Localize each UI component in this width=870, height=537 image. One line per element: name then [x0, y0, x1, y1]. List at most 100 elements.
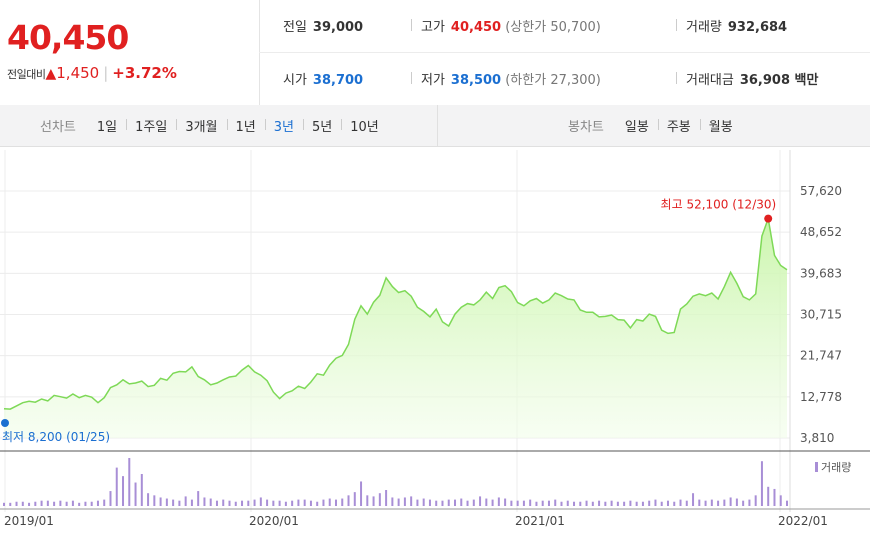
volume-bar	[291, 500, 294, 506]
volume-bar	[297, 499, 300, 506]
volume-bar	[153, 495, 156, 506]
low-label: 최저 8,200 (01/25)	[2, 430, 110, 444]
volume-bar	[197, 491, 200, 506]
day-high: 고가 40,450 (상한가 50,700)	[421, 16, 601, 35]
volume-bar	[717, 500, 720, 506]
chart-markers: 최고 52,100 (12/30) 최저 8,200 (01/25)	[1, 198, 776, 444]
amount-label: 거래대금	[686, 73, 734, 88]
volume-bar	[491, 499, 494, 506]
volume-bar	[666, 500, 669, 506]
volume-bar	[748, 499, 751, 506]
volume-bar	[504, 498, 507, 506]
tab-3y[interactable]: 3년	[264, 116, 303, 135]
tab-1w[interactable]: 1주일	[126, 116, 176, 135]
volume-bar	[140, 474, 143, 506]
y-tick-label: 30,715	[800, 308, 842, 322]
volume-bar	[422, 498, 425, 506]
volume-bar	[15, 501, 18, 506]
change-row: 전일대비▲1,450 | +3.72%	[7, 64, 177, 82]
volume-bar	[710, 499, 713, 506]
x-tick-label: 2021/01	[515, 514, 565, 528]
volume-bar	[53, 501, 56, 506]
volume-bar	[366, 495, 369, 506]
high-marker	[764, 214, 773, 223]
up-triangle-icon: ▲	[45, 66, 57, 82]
tab-1d[interactable]: 1일	[96, 120, 118, 135]
divider: |	[103, 64, 109, 82]
divider	[676, 72, 677, 84]
volume-bar	[610, 500, 613, 506]
volume-bar	[165, 498, 168, 506]
low-value: 38,500	[450, 73, 502, 88]
volume-bar	[673, 501, 676, 506]
volume-bar	[341, 498, 344, 506]
volume-bar	[84, 501, 87, 506]
volume-bar	[309, 500, 312, 506]
line-chart-tabs: 선차트 1일 1주일 3개월 1년 3년 5년 10년	[40, 105, 388, 146]
volume-bar	[222, 499, 225, 506]
y-tick-label: 12,778	[800, 390, 842, 404]
quote-header: 40,450 전일대비▲1,450 | +3.72% 전일 39,000 고가 40,4…	[0, 0, 870, 106]
x-tick-label: 2019/01	[4, 514, 54, 528]
tab-5y[interactable]: 5년	[303, 116, 341, 135]
volume-bar	[253, 499, 256, 506]
volume-bar	[641, 501, 644, 506]
chart-axes: 57,620 48,652 39,683 30,715 21,747 12,778 3,81…	[4, 184, 842, 528]
low-label: 저가	[421, 73, 445, 88]
volume-bar	[566, 500, 569, 506]
volume-bars: 거래량	[3, 458, 851, 506]
volume-bar	[547, 500, 550, 506]
candle-chart-title: 봉차트	[568, 120, 604, 135]
volume-bar	[322, 499, 325, 506]
volume-bar	[554, 499, 557, 506]
volume-bar	[78, 502, 81, 506]
y-tick-label: 48,652	[800, 225, 842, 239]
tab-3m[interactable]: 3개월	[176, 116, 226, 135]
volume-bar	[272, 500, 275, 506]
volume-bar	[266, 499, 269, 506]
tab-monthly[interactable]: 월봉	[699, 116, 742, 135]
open-label: 시가	[283, 73, 307, 88]
tab-weekly[interactable]: 주봉	[657, 116, 700, 135]
volume-bar	[591, 501, 594, 506]
volume-legend-label: 거래량	[821, 461, 851, 474]
price-area	[3, 215, 788, 438]
volume-bar	[122, 476, 125, 506]
volume-bar	[234, 501, 237, 506]
tab-daily[interactable]: 일봉	[624, 120, 649, 135]
volume-bar	[159, 497, 162, 506]
volume-bar	[3, 502, 5, 506]
volume-bar	[128, 458, 131, 506]
volume-legend-swatch	[815, 462, 818, 472]
prev-close-value: 39,000	[312, 20, 364, 35]
volume-bar	[303, 499, 306, 506]
volume-bar	[385, 490, 388, 506]
volume-bar	[347, 495, 350, 506]
volume-bar	[247, 500, 250, 506]
volume-bar	[535, 501, 538, 506]
volume-bar	[90, 501, 93, 506]
tab-10y[interactable]: 10년	[341, 116, 388, 135]
prev-close: 전일 39,000	[283, 16, 363, 35]
change-value: 1,450	[56, 64, 100, 82]
volume-bar	[96, 500, 99, 506]
y-tick-label: 39,683	[800, 266, 842, 280]
high-label: 고가	[421, 20, 445, 35]
volume-bar	[46, 500, 49, 506]
volume-bar	[723, 499, 726, 506]
volume-bar	[184, 496, 187, 506]
volume-bar	[685, 500, 688, 506]
volume-bar	[65, 501, 68, 506]
volume-bar	[522, 500, 525, 506]
tab-1y[interactable]: 1년	[226, 116, 265, 135]
volume-bar	[742, 500, 745, 506]
volume-bar	[786, 500, 788, 506]
volume-bar	[372, 496, 375, 506]
volume-bar	[34, 501, 37, 506]
volume-bar	[485, 498, 488, 506]
volume-bar	[510, 500, 513, 506]
volume-bar	[779, 495, 782, 506]
price-box: 40,450 전일대비▲1,450 | +3.72%	[0, 0, 260, 105]
volume-bar	[391, 497, 394, 506]
